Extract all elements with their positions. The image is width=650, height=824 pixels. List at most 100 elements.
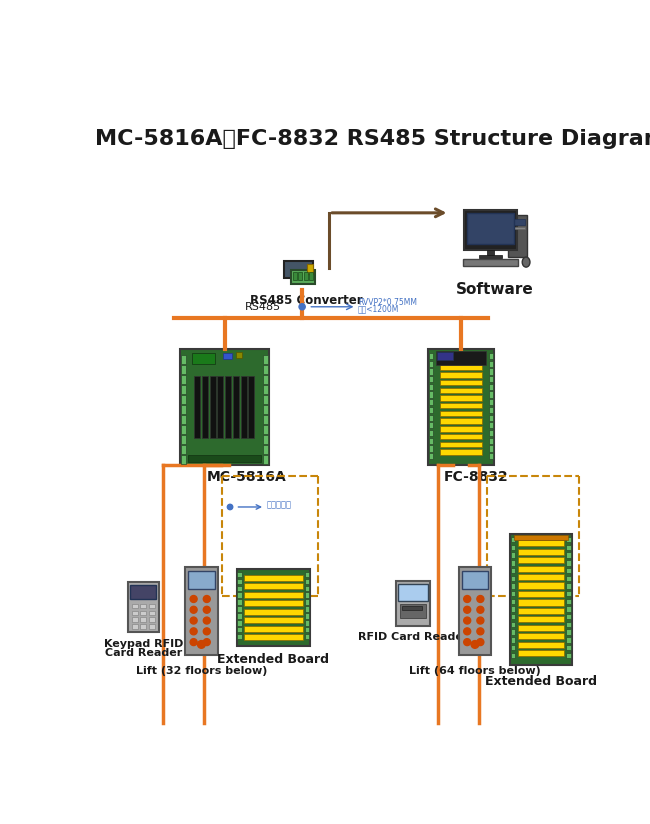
FancyBboxPatch shape bbox=[439, 380, 482, 386]
FancyBboxPatch shape bbox=[131, 611, 138, 616]
FancyBboxPatch shape bbox=[489, 414, 493, 421]
Text: FC-8832: FC-8832 bbox=[444, 470, 509, 484]
FancyBboxPatch shape bbox=[566, 545, 571, 550]
FancyBboxPatch shape bbox=[181, 435, 187, 444]
Text: Extended Board: Extended Board bbox=[218, 653, 330, 667]
FancyBboxPatch shape bbox=[489, 368, 493, 375]
FancyBboxPatch shape bbox=[489, 446, 493, 452]
FancyBboxPatch shape bbox=[263, 405, 268, 414]
FancyBboxPatch shape bbox=[566, 560, 571, 565]
FancyBboxPatch shape bbox=[209, 376, 216, 438]
FancyBboxPatch shape bbox=[517, 557, 564, 563]
FancyBboxPatch shape bbox=[429, 399, 434, 405]
Text: RVVP2*0.75MM: RVVP2*0.75MM bbox=[358, 297, 417, 307]
FancyBboxPatch shape bbox=[263, 415, 268, 424]
FancyBboxPatch shape bbox=[305, 572, 309, 577]
FancyBboxPatch shape bbox=[566, 614, 571, 620]
FancyBboxPatch shape bbox=[237, 620, 242, 625]
FancyBboxPatch shape bbox=[305, 586, 309, 591]
FancyBboxPatch shape bbox=[508, 215, 527, 257]
FancyBboxPatch shape bbox=[429, 391, 434, 398]
Circle shape bbox=[463, 628, 471, 634]
FancyBboxPatch shape bbox=[140, 611, 146, 616]
FancyBboxPatch shape bbox=[429, 376, 434, 382]
FancyBboxPatch shape bbox=[140, 617, 146, 622]
FancyBboxPatch shape bbox=[181, 386, 187, 394]
FancyBboxPatch shape bbox=[511, 537, 515, 542]
FancyBboxPatch shape bbox=[566, 591, 571, 597]
Circle shape bbox=[463, 606, 471, 613]
FancyBboxPatch shape bbox=[244, 583, 302, 589]
FancyBboxPatch shape bbox=[439, 419, 482, 424]
FancyBboxPatch shape bbox=[437, 352, 453, 360]
FancyBboxPatch shape bbox=[248, 376, 254, 438]
FancyBboxPatch shape bbox=[511, 560, 515, 565]
FancyBboxPatch shape bbox=[237, 578, 242, 584]
FancyBboxPatch shape bbox=[511, 552, 515, 558]
FancyBboxPatch shape bbox=[566, 622, 571, 627]
FancyBboxPatch shape bbox=[140, 604, 146, 608]
Circle shape bbox=[203, 596, 211, 602]
FancyBboxPatch shape bbox=[304, 272, 307, 280]
FancyBboxPatch shape bbox=[439, 449, 482, 455]
FancyBboxPatch shape bbox=[263, 396, 268, 404]
FancyBboxPatch shape bbox=[194, 376, 200, 438]
FancyBboxPatch shape bbox=[510, 534, 572, 665]
FancyBboxPatch shape bbox=[517, 540, 564, 546]
Text: Lift (32 floors below): Lift (32 floors below) bbox=[136, 667, 267, 677]
FancyBboxPatch shape bbox=[510, 227, 525, 229]
FancyBboxPatch shape bbox=[305, 613, 309, 619]
FancyBboxPatch shape bbox=[566, 653, 571, 658]
FancyBboxPatch shape bbox=[244, 617, 302, 623]
FancyBboxPatch shape bbox=[511, 545, 515, 550]
FancyBboxPatch shape bbox=[237, 572, 242, 577]
FancyBboxPatch shape bbox=[463, 259, 518, 266]
FancyBboxPatch shape bbox=[517, 574, 564, 580]
FancyBboxPatch shape bbox=[131, 604, 138, 608]
FancyBboxPatch shape bbox=[237, 613, 242, 619]
FancyBboxPatch shape bbox=[489, 353, 493, 359]
FancyBboxPatch shape bbox=[429, 438, 434, 444]
FancyBboxPatch shape bbox=[305, 620, 309, 625]
FancyBboxPatch shape bbox=[236, 352, 242, 358]
FancyBboxPatch shape bbox=[396, 581, 430, 625]
FancyBboxPatch shape bbox=[517, 583, 564, 588]
FancyBboxPatch shape bbox=[511, 568, 515, 574]
FancyBboxPatch shape bbox=[439, 357, 482, 363]
FancyBboxPatch shape bbox=[510, 218, 525, 225]
FancyBboxPatch shape bbox=[237, 606, 242, 611]
Text: 距离<1200M: 距离<1200M bbox=[358, 305, 399, 314]
Circle shape bbox=[477, 606, 484, 613]
FancyBboxPatch shape bbox=[489, 391, 493, 398]
Circle shape bbox=[477, 617, 484, 624]
FancyBboxPatch shape bbox=[566, 537, 571, 542]
FancyBboxPatch shape bbox=[436, 351, 486, 364]
FancyBboxPatch shape bbox=[439, 426, 482, 432]
Circle shape bbox=[463, 596, 471, 602]
FancyBboxPatch shape bbox=[489, 384, 493, 390]
FancyBboxPatch shape bbox=[263, 456, 268, 464]
FancyBboxPatch shape bbox=[305, 627, 309, 633]
Circle shape bbox=[203, 617, 211, 624]
FancyBboxPatch shape bbox=[566, 552, 571, 558]
FancyBboxPatch shape bbox=[566, 606, 571, 611]
Text: RFID Card Reader: RFID Card Reader bbox=[358, 633, 468, 643]
FancyBboxPatch shape bbox=[233, 376, 239, 438]
Text: MC-5816A、FC-8832 RS485 Structure Diagram: MC-5816A、FC-8832 RS485 Structure Diagram bbox=[95, 129, 650, 149]
Circle shape bbox=[471, 640, 479, 648]
Circle shape bbox=[203, 628, 211, 634]
FancyBboxPatch shape bbox=[511, 598, 515, 604]
FancyBboxPatch shape bbox=[128, 582, 159, 632]
FancyBboxPatch shape bbox=[566, 598, 571, 604]
FancyBboxPatch shape bbox=[149, 625, 155, 629]
FancyBboxPatch shape bbox=[517, 650, 564, 657]
FancyBboxPatch shape bbox=[489, 376, 493, 382]
FancyBboxPatch shape bbox=[149, 611, 155, 616]
Text: Lift (64 floors below): Lift (64 floors below) bbox=[409, 667, 541, 677]
FancyBboxPatch shape bbox=[181, 446, 187, 454]
FancyBboxPatch shape bbox=[566, 575, 571, 581]
FancyBboxPatch shape bbox=[131, 625, 138, 629]
FancyBboxPatch shape bbox=[188, 570, 215, 589]
FancyBboxPatch shape bbox=[298, 272, 302, 280]
FancyBboxPatch shape bbox=[439, 410, 482, 416]
